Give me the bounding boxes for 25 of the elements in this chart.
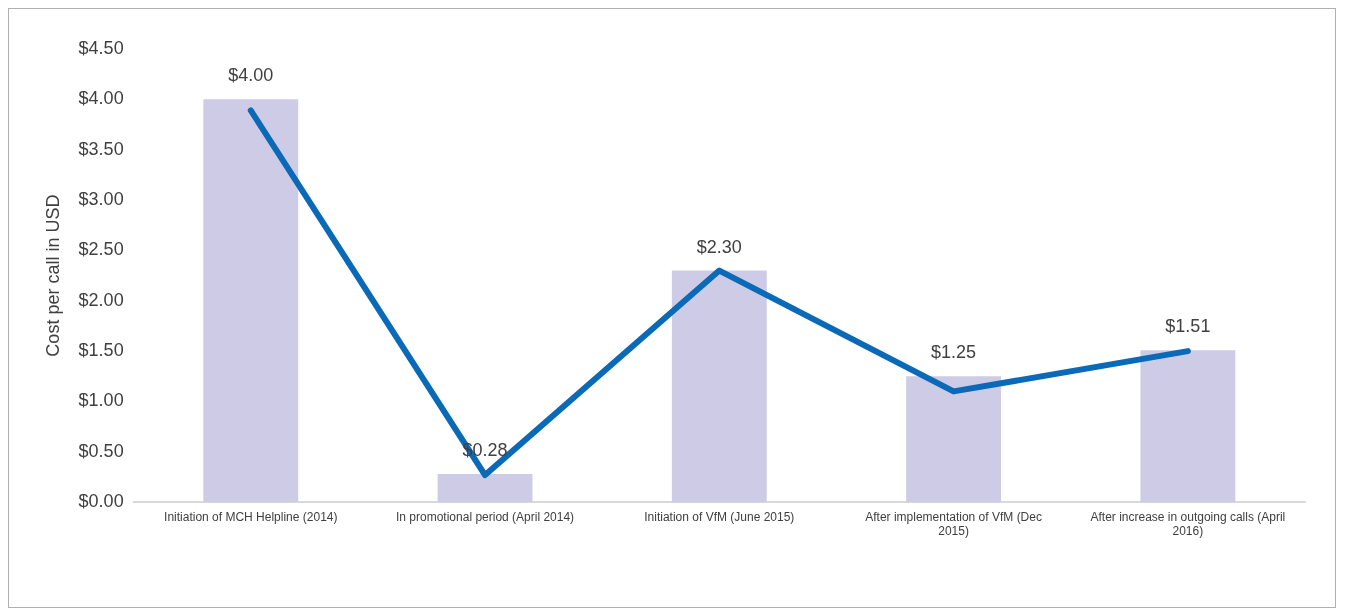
y-tick-label: $4.00	[78, 88, 124, 109]
bar	[437, 474, 533, 503]
data-label: $2.30	[696, 236, 742, 257]
y-tick-label: $4.50	[78, 37, 124, 58]
bar	[906, 376, 1002, 503]
x-tick-label: Initiation of MCH Helpline (2014)	[164, 509, 338, 524]
y-tick-label: $1.00	[78, 390, 124, 411]
x-tick-label: Initiation of VfM (June 2015)	[644, 509, 795, 524]
y-tick-label: $2.50	[78, 239, 124, 260]
bar	[203, 99, 299, 503]
bar	[671, 270, 767, 503]
y-tick-label: $2.00	[78, 289, 124, 310]
x-tick-label: In promotional period (April 2014)	[396, 509, 575, 524]
data-label: $4.00	[228, 65, 274, 86]
y-axis-title: Cost per call in USD	[42, 194, 63, 357]
x-tick-label: After increase in outgoing calls (April 2016)	[1090, 509, 1286, 539]
bar	[1140, 350, 1236, 503]
x-tick-label: After implementation of VfM (Dec 2015)	[865, 509, 1042, 539]
y-tick-label: $0.00	[78, 491, 124, 512]
y-tick-label: $3.50	[78, 138, 124, 159]
y-tick-label: $0.50	[78, 440, 124, 461]
y-tick-label: $3.00	[78, 189, 124, 210]
data-label: $1.25	[931, 342, 977, 363]
y-tick-label: $1.50	[78, 340, 124, 361]
data-label: $1.51	[1165, 316, 1211, 337]
